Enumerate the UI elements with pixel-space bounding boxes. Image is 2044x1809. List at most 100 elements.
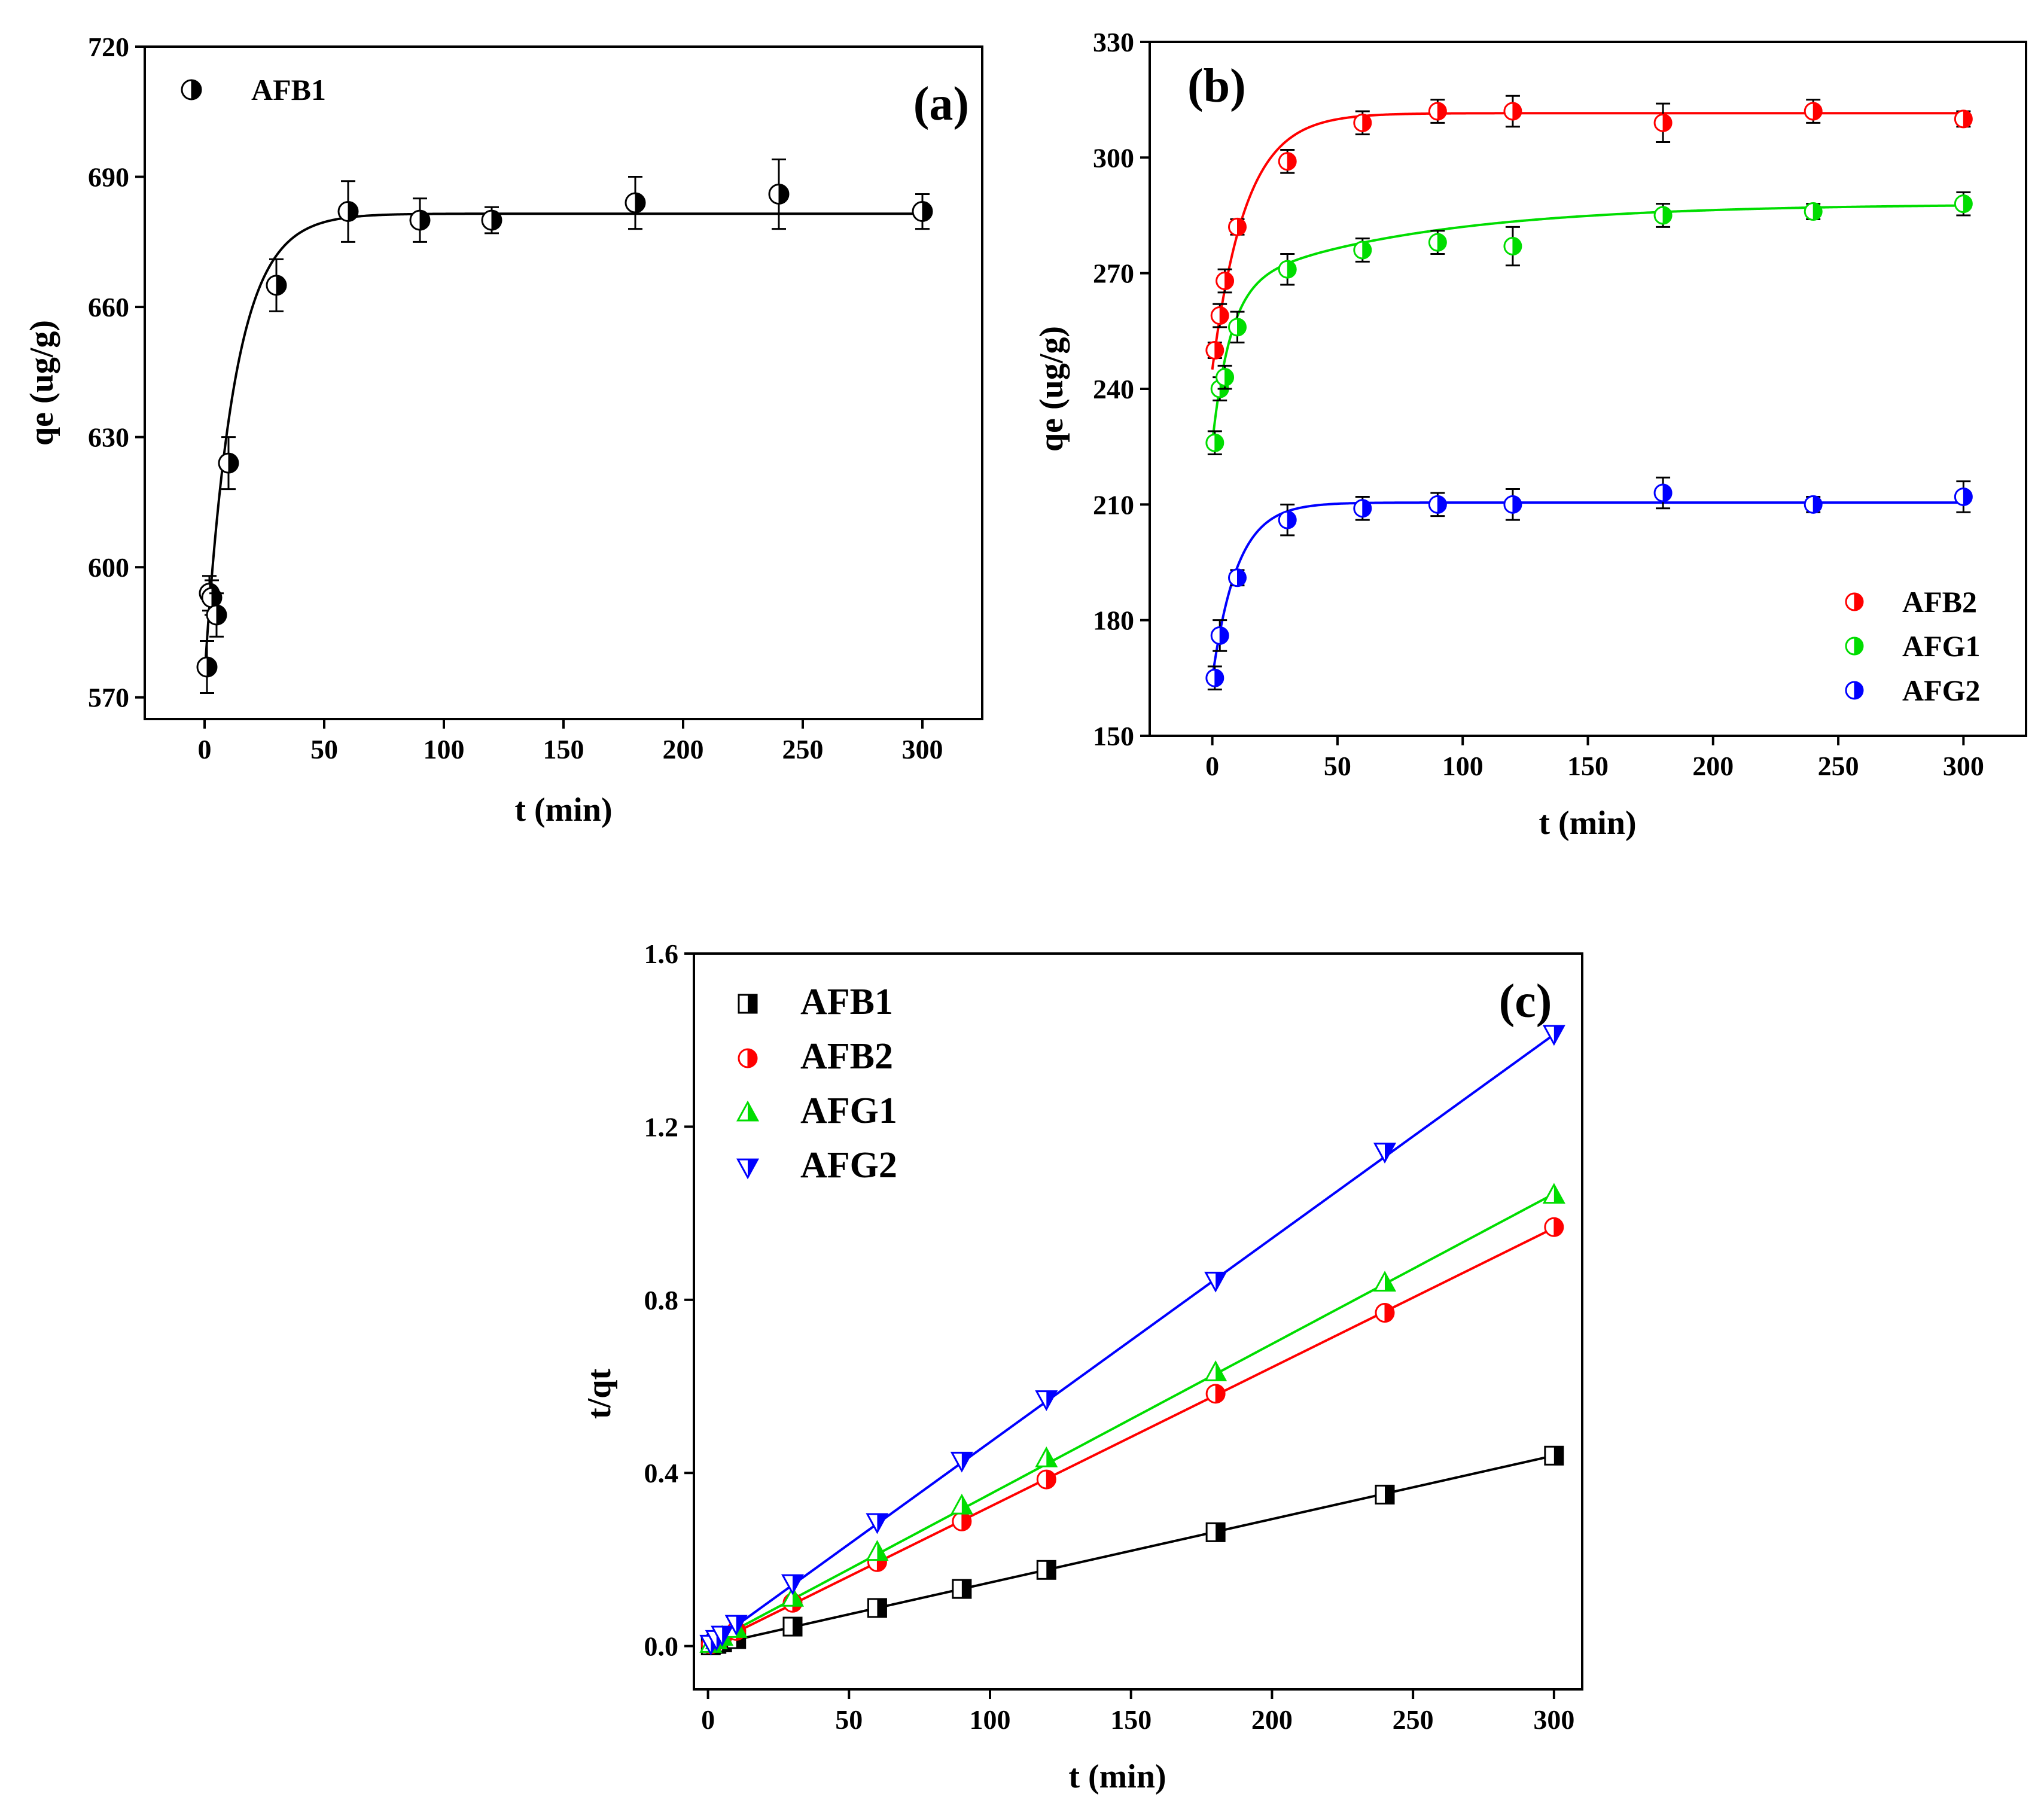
data-point-afb2 <box>1544 1217 1564 1237</box>
data-point-afg1 <box>1373 1271 1397 1292</box>
fit-line-afg2 <box>1211 501 1964 678</box>
legend-marker-afb1 <box>181 79 202 100</box>
data-point-afb1 <box>782 1616 803 1637</box>
data-point-afb1 <box>218 452 239 474</box>
x-tick-label: 150 <box>1567 751 1609 781</box>
x-tick-label: 100 <box>970 1704 1011 1735</box>
panel-a-x-ticks: 0 50 100 150 200 250 300 <box>198 719 943 765</box>
data-point-afb2 <box>1228 217 1247 236</box>
x-tick-label: 200 <box>1692 751 1734 781</box>
data-point-afb2 <box>1954 109 1973 129</box>
panel-c-y-ticks: 0.0 0.4 0.8 1.2 1.6 <box>644 939 694 1662</box>
legend-marker-afb2 <box>1845 592 1864 611</box>
data-point-afb2 <box>1205 1384 1226 1404</box>
data-point-afg2 <box>1278 510 1297 529</box>
legend-label-afg2: AFG2 <box>800 1145 897 1186</box>
fit-line-afb2 <box>707 1226 1555 1647</box>
x-tick-label: 50 <box>835 1704 863 1735</box>
data-point-afg1 <box>1954 194 1973 214</box>
legend-label-afb1: AFB1 <box>251 73 326 106</box>
data-point-afb1 <box>625 192 646 214</box>
data-point-afb2 <box>1503 102 1522 121</box>
data-point-afg1 <box>1653 206 1673 225</box>
y-tick-label: 600 <box>88 552 129 583</box>
x-tick-label: 200 <box>663 734 704 765</box>
fit-line-afb1 <box>203 212 922 676</box>
data-point-afg2 <box>1035 1390 1058 1411</box>
data-point-afg2 <box>866 1513 889 1534</box>
panel-b-y-ticks: 150 180 210 240 270 300 330 <box>1093 27 1150 751</box>
y-tick-label: 330 <box>1093 27 1134 57</box>
x-tick-label: 100 <box>424 734 465 765</box>
data-point-afg1 <box>1205 433 1224 452</box>
panel-b: 0 50 100 150 200 250 300 150 180 210 240 270 300 330… <box>1033 27 2027 842</box>
data-point-afg1 <box>1353 240 1372 260</box>
x-tick-label: 0 <box>198 734 212 765</box>
panel-b-data-points <box>1205 95 1973 691</box>
panel-c-x-ticks: 0 50 100 150 200 250 300 <box>701 1689 1574 1735</box>
data-point-afb2 <box>1036 1469 1056 1490</box>
panel-a-y-ticks: 570 600 630 660 690 720 <box>88 32 145 713</box>
panel-b-y-axis-title: qe (ug/g) <box>1033 326 1070 452</box>
y-tick-label: 210 <box>1093 489 1134 520</box>
panel-b-x-ticks: 0 50 100 150 200 250 300 <box>1205 736 1984 781</box>
data-point-afb1 <box>1375 1484 1395 1505</box>
data-point-afb1 <box>867 1598 887 1618</box>
y-tick-label: 570 <box>88 683 129 713</box>
data-point-afb1 <box>266 275 287 296</box>
panel-c-y-axis-title: t/qt <box>581 1369 618 1419</box>
x-tick-label: 150 <box>543 734 584 765</box>
data-point-afg2 <box>1804 495 1823 514</box>
data-point-afb1 <box>206 604 227 626</box>
data-point-afg2 <box>1228 568 1247 587</box>
panel-a: 0 50 100 150 200 250 300 570 600 630 660 690 720 t … <box>23 32 983 829</box>
x-tick-label: 300 <box>902 734 943 765</box>
y-tick-label: 630 <box>88 422 129 453</box>
x-tick-label: 0 <box>701 1704 715 1735</box>
y-tick-label: 720 <box>88 32 129 62</box>
data-point-afb1 <box>1544 1445 1564 1466</box>
legend-marker-afg2 <box>736 1158 760 1180</box>
legend-label-afg1: AFG1 <box>800 1091 897 1131</box>
data-point-afb2 <box>1210 306 1229 325</box>
data-point-afg2 <box>950 1451 973 1473</box>
data-point-afb1 <box>481 209 502 231</box>
panel-b-label: (b) <box>1187 60 1246 112</box>
y-tick-label: 270 <box>1093 258 1134 289</box>
x-tick-label: 250 <box>1393 1704 1434 1735</box>
y-tick-label: 300 <box>1093 142 1134 173</box>
data-point-afg1 <box>1035 1446 1058 1467</box>
y-tick-label: 180 <box>1093 605 1134 636</box>
data-point-afb2 <box>952 1511 972 1531</box>
data-point-afg1 <box>1428 233 1447 252</box>
legend-label-afb2: AFB2 <box>1902 585 1977 619</box>
data-point-afg2 <box>1428 495 1447 514</box>
data-point-afg1 <box>1804 202 1823 221</box>
data-point-afg2 <box>1542 1025 1565 1046</box>
fit-line-afb1 <box>708 1454 1555 1647</box>
legend-marker-afg2 <box>1845 681 1864 700</box>
x-tick-label: 250 <box>782 734 824 765</box>
data-point-afb1 <box>768 184 790 205</box>
legend-marker-afg1 <box>1845 636 1864 656</box>
data-point-afb1 <box>409 209 431 231</box>
data-point-afg1 <box>950 1493 973 1515</box>
data-point-afg1 <box>866 1540 889 1561</box>
x-tick-label: 200 <box>1251 1704 1293 1735</box>
fit-line-afb2 <box>1211 112 1964 370</box>
fit-line-afg2 <box>707 1033 1555 1647</box>
fit-line-afg1 <box>1211 204 1964 443</box>
x-tick-label: 250 <box>1818 751 1859 781</box>
data-point-afg1 <box>1503 237 1522 256</box>
panel-a-x-axis-title: t (min) <box>514 791 612 829</box>
x-tick-label: 300 <box>1533 1704 1574 1735</box>
data-point-afb1 <box>337 201 359 223</box>
x-tick-label: 0 <box>1205 751 1219 781</box>
y-tick-label: 240 <box>1093 374 1134 404</box>
panel-a-label: (a) <box>913 78 969 130</box>
panel-a-legend: AFB1 <box>181 73 326 106</box>
data-point-afb1 <box>196 656 218 678</box>
data-point-afg1 <box>1278 260 1297 279</box>
y-tick-label: 150 <box>1093 721 1134 751</box>
panel-b-x-axis-title: t (min) <box>1539 805 1636 842</box>
